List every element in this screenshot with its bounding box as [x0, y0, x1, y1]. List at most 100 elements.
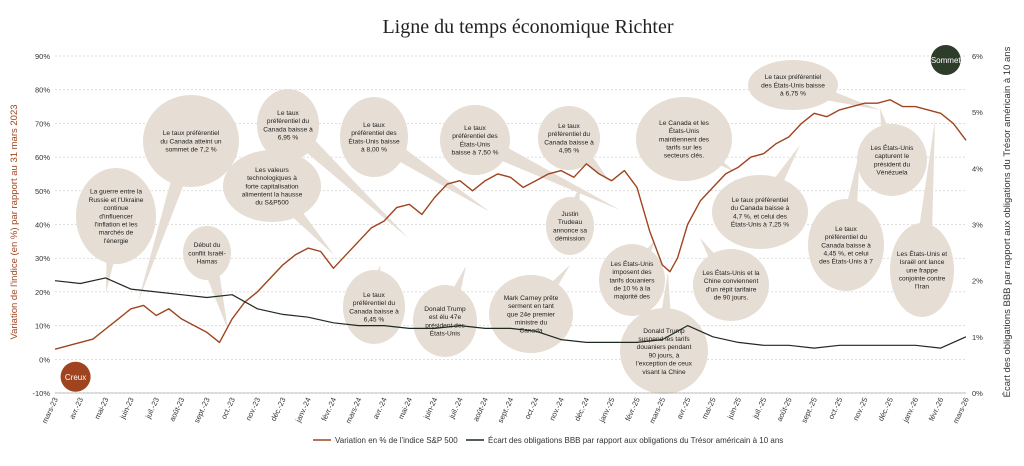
annotation-text: Donald Trump	[424, 306, 466, 313]
annotation-text: Trudeau	[558, 219, 583, 226]
annotation-text: suspend les tarifs	[638, 336, 690, 343]
x-tick-label: mai-24	[396, 396, 414, 421]
annotation-text: annonce sa	[553, 227, 587, 234]
series-line-sp500	[54, 99, 967, 350]
annotation-text: Canada baisse à	[544, 139, 594, 146]
x-tick-label: déc.-23	[269, 396, 288, 422]
y-tick-label-left: 70%	[35, 119, 50, 128]
annotation-text: La guerre entre la	[90, 189, 142, 196]
y-tick-label-left: 30%	[35, 254, 50, 263]
annotation-text: capturent le	[875, 153, 910, 160]
bubble-body	[489, 275, 573, 353]
annotation-text: Le taux	[835, 226, 857, 233]
bubble-body	[183, 226, 231, 280]
annotation-text: à 6,75 %	[780, 91, 806, 98]
y-tick-label-left: 60%	[35, 153, 50, 162]
y-tick-label-left: 0%	[39, 355, 50, 364]
x-tick-label: juin-25	[725, 396, 743, 421]
annotation-text: Canada baisse à	[349, 308, 399, 315]
y-tick-label-right: 4%	[972, 164, 983, 173]
annotation-text: Le taux préférentiel	[163, 130, 220, 137]
chart-title: Ligne du temps économique Richter	[382, 16, 673, 38]
annotation-text: de 90 jours.	[714, 295, 749, 302]
bubble-body	[223, 150, 321, 222]
x-tick-label: juil.-25	[750, 396, 768, 421]
annotation-text: est élu 47e	[429, 314, 462, 321]
y-tick-label-left: 20%	[35, 288, 50, 297]
annotation-text: sommet de 7,2 %	[165, 147, 216, 154]
annotation-text: l'énergie	[104, 238, 129, 245]
x-tick-label: avr.-24	[371, 396, 389, 421]
y-tick-label-left: -10%	[32, 389, 50, 398]
x-tick-label: févr.-24	[319, 396, 338, 422]
legend-label-sp500: Variation en % de l'indice S&P 500	[335, 436, 458, 445]
x-tick-label: avr.-25	[675, 396, 693, 421]
annotation-text: Les États-Unis	[871, 143, 915, 152]
annotation-text: Hamas	[197, 259, 219, 266]
annotation-text: 4,95 %	[559, 148, 580, 155]
bubble-body	[890, 223, 954, 317]
annotation-text: Chine conviennent	[704, 278, 759, 285]
annotation-text: Mark Carney prête	[504, 295, 559, 302]
y-tick-label-left: 40%	[35, 221, 50, 230]
bubble-body	[76, 168, 156, 264]
annotation-text: continue	[104, 205, 129, 212]
annotation-text: président des	[425, 322, 465, 329]
annotation-text: démission	[555, 236, 585, 243]
annotation-text: l'exception de ceux	[636, 361, 693, 368]
x-tick-label: déc.-25	[876, 396, 895, 422]
series-line-bbb-spread	[54, 277, 967, 349]
bubble-body	[538, 106, 600, 170]
peak-marker: Sommet	[930, 45, 961, 75]
x-tick-label: janv.-25	[597, 396, 617, 424]
annotation-text: douaniers pendant	[637, 344, 692, 351]
annotation-text: une frappe	[906, 267, 938, 274]
annotation-text: 6,95 %	[278, 135, 299, 142]
x-tick-label: nov.-24	[547, 396, 565, 422]
x-tick-label: août-25	[775, 396, 794, 423]
annotation-text: préférentiel du	[353, 300, 395, 307]
y-tick-label-right: 3%	[972, 221, 983, 230]
x-tick-label: mars-24	[344, 396, 364, 425]
x-tick-label: juin-24	[421, 396, 439, 421]
annotation-text: de 10 % à la	[614, 286, 651, 293]
x-tick-label: mars-23	[40, 396, 60, 425]
y-tick-label-right: 5%	[972, 108, 983, 117]
annotation-text: préférentiel du	[267, 118, 309, 125]
x-tick-label: juil.-23	[143, 396, 161, 421]
y-tick-label-left: 90%	[35, 52, 50, 61]
annotation-text: Donald Trump	[643, 328, 685, 335]
y-tick-label-left: 80%	[35, 86, 50, 95]
annotation-text: maintiennent des	[659, 136, 710, 143]
bubble-body	[546, 197, 594, 255]
annotation-text: majorité des	[614, 294, 651, 301]
annotation-text: du S&P500	[255, 200, 289, 207]
bubble-body	[413, 285, 477, 357]
x-tick-label: févr.-26	[927, 396, 946, 422]
annotation-text: du Canada baisse à	[731, 205, 790, 212]
bubble-body	[620, 308, 708, 394]
x-tick-label: oct.-24	[523, 396, 541, 421]
annotation-text: serment en tant	[508, 303, 554, 310]
annotation-text: d'un répit tarifaire	[706, 286, 757, 293]
annotation-text: ministre du	[515, 320, 548, 327]
x-tick-label: févr.-25	[623, 396, 642, 422]
annotation-text: Les valeurs	[255, 167, 289, 174]
x-tick-label: avr.-23	[67, 396, 85, 421]
y-tick-label-left: 10%	[35, 322, 50, 331]
x-tick-label: sept.-25	[799, 396, 819, 424]
annotation-text: Le Canada et les	[659, 120, 710, 127]
annotation-text: Le taux	[558, 123, 580, 130]
